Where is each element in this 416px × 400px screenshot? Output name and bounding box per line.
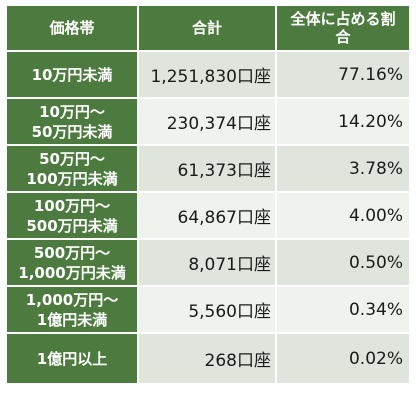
price-range-table-container: 価格帯 合計 全体に占める割 合 10万円未満 1,251,830口座 77.1…	[5, 4, 411, 385]
table-row: 1億円以上 268口座 0.02%	[5, 332, 411, 385]
range-line2: 100万円未満	[26, 169, 118, 188]
range-line2: 1,000万円未満	[18, 263, 126, 282]
row-accounts: 1,251,830口座	[137, 50, 277, 99]
row-accounts: 64,867口座	[137, 191, 277, 240]
table-row: 100万円～ 500万円未満 64,867口座 4.00%	[5, 191, 411, 240]
table-body: 10万円未満 1,251,830口座 77.16% 10万円～ 50万円未満 2…	[5, 50, 411, 385]
table-row: 50万円～ 100万円未満 61,373口座 3.78%	[5, 144, 411, 193]
range-line1: 10万円未満	[31, 65, 113, 84]
range-line1: 50万円～	[39, 149, 105, 168]
range-line2: 1億円未満	[36, 310, 108, 329]
range-line1: 10万円～	[39, 102, 105, 121]
row-accounts: 61,373口座	[137, 144, 277, 193]
range-line1: 1,000万円～	[25, 290, 119, 309]
row-price-range: 100万円～ 500万円未満	[5, 191, 139, 240]
header-share: 全体に占める割 合	[275, 4, 411, 52]
header-share-line2: 合	[335, 28, 351, 46]
range-line2: 500万円未満	[26, 216, 118, 235]
row-share: 77.16%	[275, 50, 411, 99]
table-row: 10万円未満 1,251,830口座 77.16%	[5, 50, 411, 99]
price-range-table: 価格帯 合計 全体に占める割 合 10万円未満 1,251,830口座 77.1…	[5, 4, 411, 385]
row-share: 14.20%	[275, 97, 411, 146]
range-line1: 500万円～	[33, 243, 111, 262]
table-header: 価格帯 合計 全体に占める割 合	[5, 4, 411, 52]
row-accounts: 8,071口座	[137, 238, 277, 287]
range-line1: 1億円以上	[36, 349, 108, 368]
row-share: 0.02%	[275, 332, 411, 385]
row-price-range: 50万円～ 100万円未満	[5, 144, 139, 193]
range-line2: 50万円未満	[31, 122, 113, 141]
row-price-range: 10万円未満	[5, 50, 139, 99]
row-share: 0.50%	[275, 238, 411, 287]
header-share-line1: 全体に占める割	[290, 10, 396, 28]
row-accounts: 268口座	[137, 332, 277, 385]
table-row: 500万円～ 1,000万円未満 8,071口座 0.50%	[5, 238, 411, 287]
header-total: 合計	[137, 4, 277, 52]
row-price-range: 1,000万円～ 1億円未満	[5, 285, 139, 334]
row-share: 4.00%	[275, 191, 411, 240]
row-price-range: 1億円以上	[5, 332, 139, 385]
table-row: 10万円～ 50万円未満 230,374口座 14.20%	[5, 97, 411, 146]
row-price-range: 500万円～ 1,000万円未満	[5, 238, 139, 287]
range-line1: 100万円～	[33, 196, 111, 215]
row-share: 0.34%	[275, 285, 411, 334]
header-row: 価格帯 合計 全体に占める割 合	[5, 4, 411, 52]
row-price-range: 10万円～ 50万円未満	[5, 97, 139, 146]
row-accounts: 5,560口座	[137, 285, 277, 334]
header-price-range: 価格帯	[5, 4, 139, 52]
table-row: 1,000万円～ 1億円未満 5,560口座 0.34%	[5, 285, 411, 334]
row-share: 3.78%	[275, 144, 411, 193]
row-accounts: 230,374口座	[137, 97, 277, 146]
